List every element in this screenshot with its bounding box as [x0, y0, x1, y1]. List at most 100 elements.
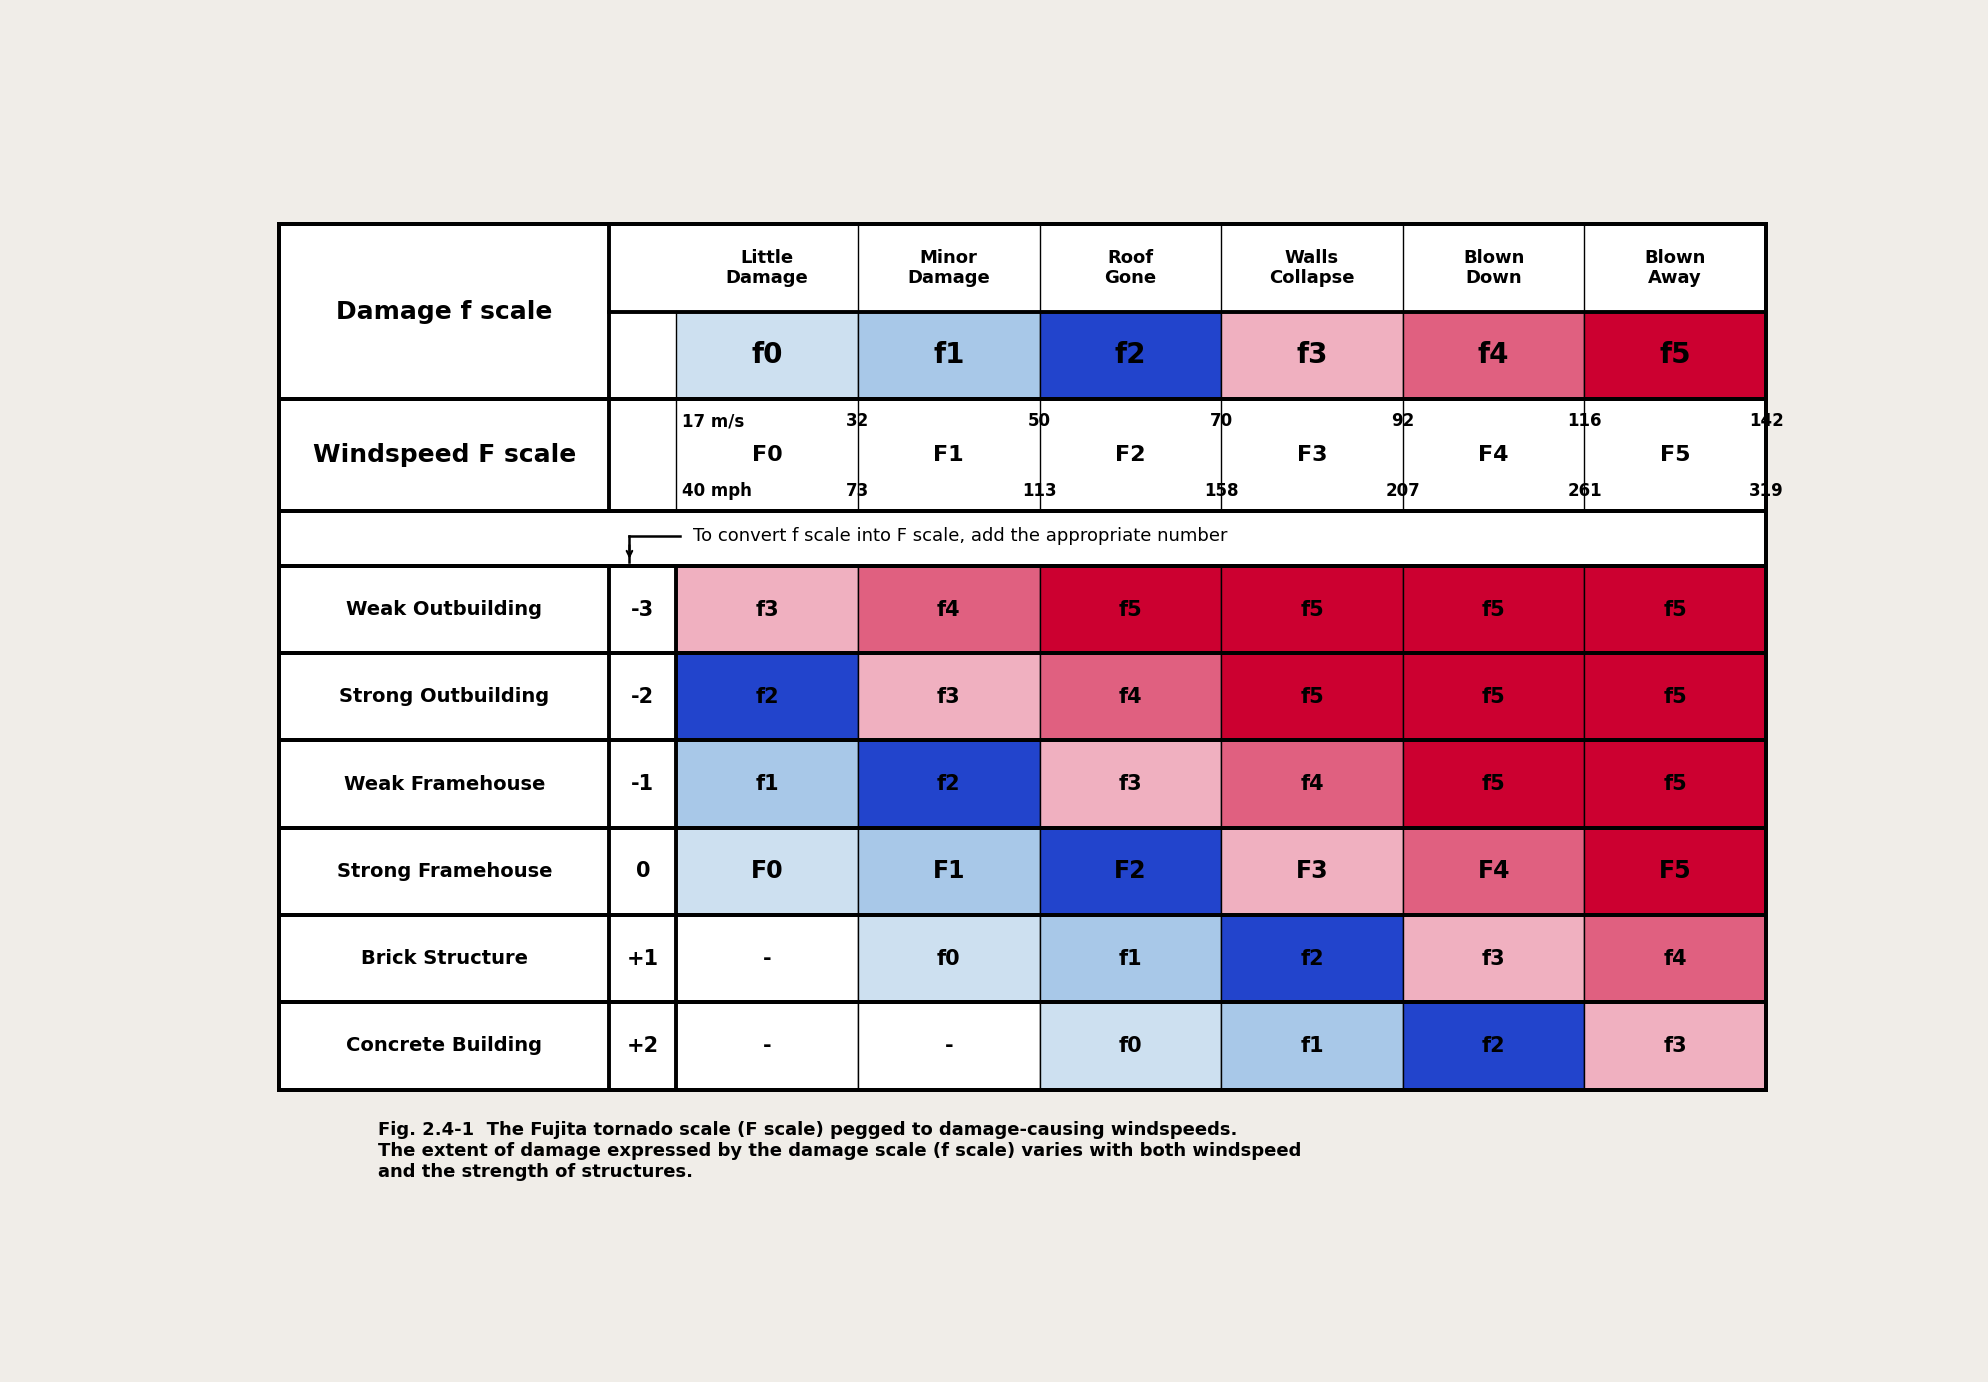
- Bar: [1584, 654, 1765, 741]
- Bar: [278, 1002, 1765, 1089]
- Bar: [859, 311, 1040, 399]
- Text: f0: f0: [1119, 1036, 1143, 1056]
- Bar: [1584, 741, 1765, 828]
- Bar: [859, 567, 1040, 654]
- Text: F5: F5: [1658, 860, 1692, 883]
- Bar: [676, 311, 859, 399]
- Text: Strong Outbuilding: Strong Outbuilding: [340, 687, 549, 706]
- Bar: [859, 1002, 1040, 1089]
- Text: f1: f1: [1300, 1036, 1324, 1056]
- Text: f2: f2: [755, 687, 779, 706]
- Text: Blown
Down: Blown Down: [1463, 249, 1525, 287]
- Text: 158: 158: [1205, 481, 1239, 499]
- Text: f5: f5: [1481, 774, 1505, 795]
- Text: F3: F3: [1296, 860, 1328, 883]
- Text: -1: -1: [632, 774, 654, 795]
- Bar: [278, 654, 1765, 741]
- Bar: [278, 224, 1765, 399]
- Bar: [1584, 828, 1765, 915]
- Bar: [1404, 654, 1584, 741]
- Text: 50: 50: [1028, 412, 1052, 430]
- Text: Brick Structure: Brick Structure: [362, 949, 529, 969]
- Text: f1: f1: [932, 341, 964, 369]
- Text: f4: f4: [1664, 948, 1688, 969]
- Text: F0: F0: [751, 445, 783, 464]
- Text: 113: 113: [1022, 481, 1058, 499]
- Bar: [1040, 828, 1221, 915]
- Text: Weak Outbuilding: Weak Outbuilding: [346, 600, 543, 619]
- Text: f3: f3: [936, 687, 960, 706]
- Bar: [859, 828, 1040, 915]
- Text: +1: +1: [626, 948, 658, 969]
- Text: Strong Framehouse: Strong Framehouse: [336, 862, 553, 880]
- Text: 116: 116: [1567, 412, 1602, 430]
- Text: Roof
Gone: Roof Gone: [1103, 249, 1157, 287]
- Text: To convert f scale into F scale, add the appropriate number: To convert f scale into F scale, add the…: [692, 527, 1227, 545]
- Text: f1: f1: [1119, 948, 1143, 969]
- Text: F1: F1: [934, 445, 964, 464]
- Text: f3: f3: [1119, 774, 1143, 795]
- Text: f5: f5: [1660, 341, 1692, 369]
- Text: 0: 0: [636, 861, 650, 882]
- Bar: [278, 567, 1765, 654]
- Bar: [676, 915, 859, 1002]
- Text: 92: 92: [1392, 412, 1413, 430]
- Text: Windspeed F scale: Windspeed F scale: [312, 442, 577, 467]
- Text: -3: -3: [632, 600, 654, 619]
- Bar: [1221, 1002, 1404, 1089]
- Text: -2: -2: [632, 687, 654, 706]
- Text: f5: f5: [1481, 600, 1505, 619]
- Bar: [1040, 1002, 1221, 1089]
- Text: 261: 261: [1567, 481, 1602, 499]
- Bar: [1404, 741, 1584, 828]
- Bar: [859, 915, 1040, 1002]
- Bar: [1584, 1002, 1765, 1089]
- Bar: [278, 224, 1765, 1089]
- Text: f5: f5: [1300, 600, 1324, 619]
- Text: Minor
Damage: Minor Damage: [907, 249, 990, 287]
- Text: 73: 73: [847, 481, 869, 499]
- Text: Fig. 2.4-1  The Fujita tornado scale (F scale) pegged to damage-causing windspee: Fig. 2.4-1 The Fujita tornado scale (F s…: [378, 1121, 1302, 1182]
- Bar: [278, 741, 1765, 828]
- Text: 319: 319: [1749, 481, 1783, 499]
- Text: F4: F4: [1479, 445, 1509, 464]
- Text: +2: +2: [626, 1036, 658, 1056]
- Bar: [1404, 1002, 1584, 1089]
- Text: 40 mph: 40 mph: [682, 481, 751, 499]
- Bar: [1584, 915, 1765, 1002]
- Text: F2: F2: [1113, 860, 1147, 883]
- Text: f1: f1: [755, 774, 779, 795]
- Text: f5: f5: [1119, 600, 1143, 619]
- Text: Damage f scale: Damage f scale: [336, 300, 553, 323]
- Bar: [1404, 567, 1584, 654]
- Text: f3: f3: [1481, 948, 1505, 969]
- Text: f4: f4: [1119, 687, 1143, 706]
- Text: f5: f5: [1664, 687, 1688, 706]
- Text: -: -: [763, 948, 771, 969]
- Text: f5: f5: [1664, 774, 1688, 795]
- Text: f4: f4: [1477, 341, 1509, 369]
- Bar: [278, 828, 1765, 915]
- Text: 70: 70: [1209, 412, 1233, 430]
- Bar: [1221, 915, 1404, 1002]
- Bar: [1040, 311, 1221, 399]
- Bar: [1584, 311, 1765, 399]
- Text: Blown
Away: Blown Away: [1644, 249, 1706, 287]
- Bar: [676, 828, 859, 915]
- Text: f3: f3: [1664, 1036, 1688, 1056]
- Text: -: -: [944, 1036, 952, 1056]
- Bar: [1221, 567, 1404, 654]
- Text: f3: f3: [755, 600, 779, 619]
- Text: F0: F0: [751, 860, 783, 883]
- Text: f3: f3: [1296, 341, 1328, 369]
- Text: 17 m/s: 17 m/s: [682, 412, 746, 430]
- Bar: [278, 399, 1765, 510]
- Text: F2: F2: [1115, 445, 1145, 464]
- Bar: [1040, 741, 1221, 828]
- Text: F1: F1: [932, 860, 964, 883]
- Text: f5: f5: [1300, 687, 1324, 706]
- Text: f0: f0: [936, 948, 960, 969]
- Text: Walls
Collapse: Walls Collapse: [1268, 249, 1354, 287]
- Bar: [859, 654, 1040, 741]
- Text: f2: f2: [936, 774, 960, 795]
